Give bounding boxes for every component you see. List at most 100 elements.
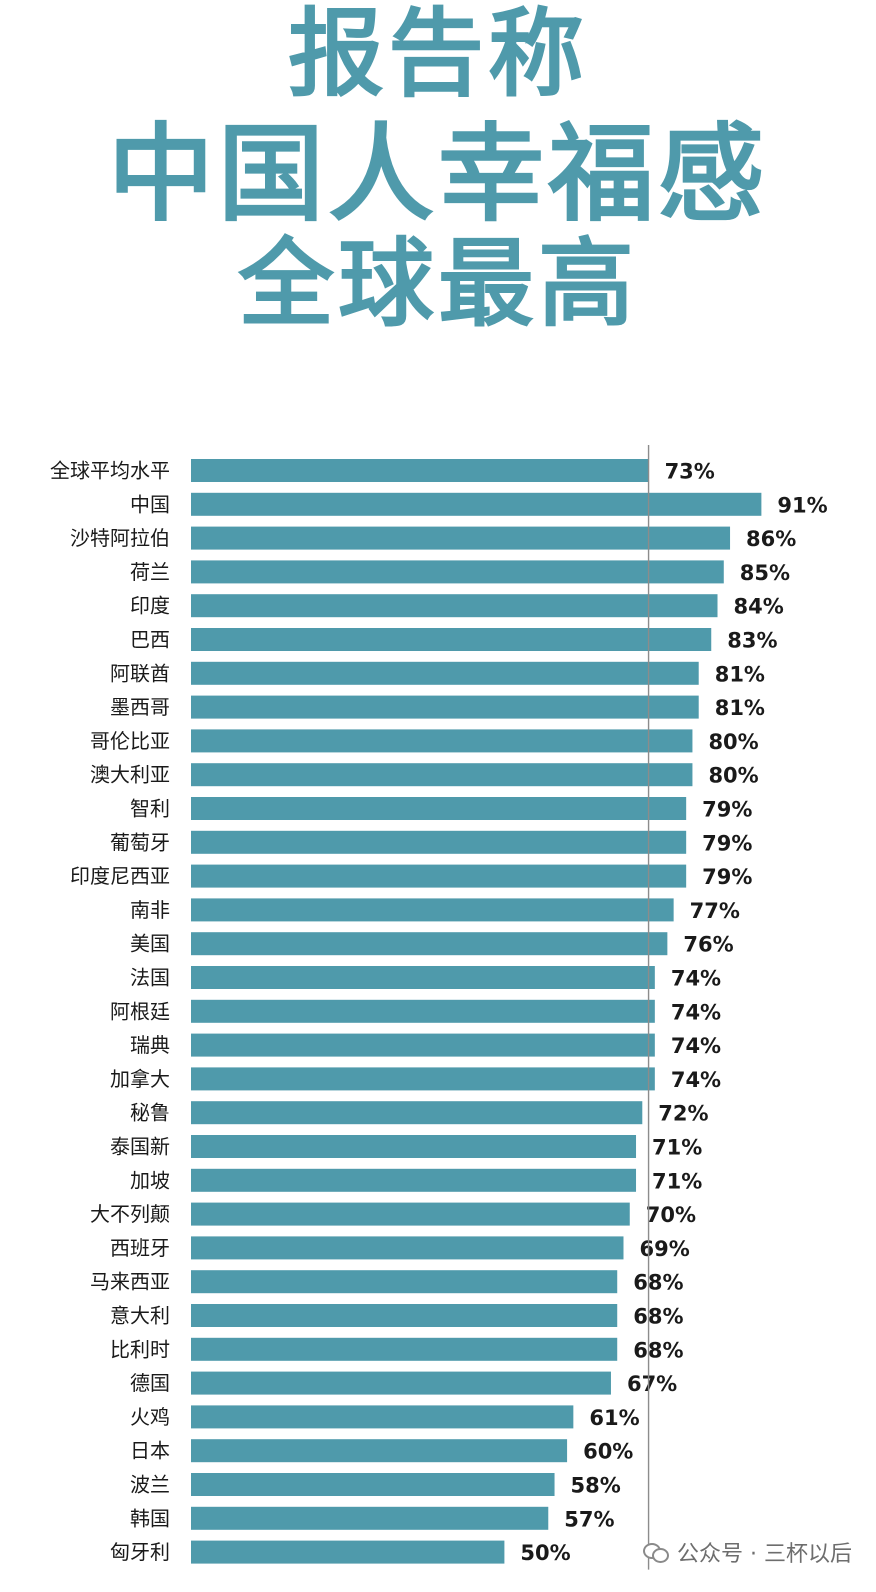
bar-8 [191, 729, 693, 753]
value-label-16: 74% [671, 1000, 721, 1024]
bar-21 [191, 1168, 637, 1192]
bar-32 [191, 1540, 505, 1564]
bar-12 [191, 864, 687, 888]
value-label-5: 83% [727, 629, 777, 653]
bar-9 [191, 763, 693, 787]
value-label-20: 71% [652, 1136, 702, 1160]
bar-4 [191, 594, 718, 618]
category-label-25: 意大利 [110, 1304, 170, 1328]
category-label-31: 韩国 [130, 1506, 170, 1530]
bar-29 [191, 1439, 568, 1463]
value-label-4: 84% [734, 595, 784, 619]
bar-26 [191, 1337, 618, 1361]
bar-25 [191, 1304, 618, 1327]
bar-5 [191, 628, 712, 651]
value-label-27: 67% [627, 1372, 677, 1396]
value-label-32: 50% [520, 1541, 570, 1565]
category-label-1: 中国 [130, 492, 170, 516]
bar-18 [191, 1067, 655, 1091]
category-label-5: 巴西 [130, 628, 170, 652]
category-label-24: 马来西亚 [90, 1270, 170, 1294]
category-label-21: 加坡 [130, 1168, 170, 1192]
value-label-11: 79% [702, 831, 752, 855]
wechat-icon [643, 1541, 670, 1563]
category-label-20: 泰国新 [110, 1135, 170, 1159]
category-label-29: 日本 [130, 1439, 170, 1463]
bar-19 [191, 1101, 643, 1125]
category-label-27: 德国 [130, 1371, 170, 1395]
category-label-22: 大不列颠 [90, 1202, 170, 1226]
value-label-13: 77% [690, 899, 740, 923]
category-label-26: 比利时 [110, 1337, 170, 1361]
title-line-3: 全球最高 [238, 228, 638, 340]
value-label-8: 80% [708, 730, 758, 754]
category-label-15: 法国 [130, 966, 170, 990]
value-label-25: 68% [633, 1305, 683, 1329]
category-label-19: 秘鲁 [130, 1101, 170, 1125]
value-label-19: 72% [658, 1102, 708, 1126]
bar-24 [191, 1270, 618, 1294]
value-label-21: 71% [652, 1169, 702, 1193]
value-label-7: 81% [715, 696, 765, 720]
bar-13 [191, 898, 674, 922]
category-label-23: 西班牙 [110, 1236, 170, 1260]
category-label-13: 南非 [130, 898, 170, 922]
category-label-32: 匈牙利 [110, 1540, 170, 1564]
bar-17 [191, 1033, 655, 1057]
bar-15 [191, 966, 655, 989]
bar-1 [191, 492, 762, 516]
category-label-17: 瑞典 [130, 1033, 170, 1057]
bar-22 [191, 1202, 630, 1226]
value-label-29: 60% [583, 1440, 633, 1464]
category-label-3: 荷兰 [130, 560, 170, 584]
category-label-6: 阿联酋 [110, 661, 170, 685]
category-label-8: 哥伦比亚 [90, 729, 170, 753]
value-label-23: 69% [639, 1237, 689, 1261]
value-label-2: 86% [746, 527, 796, 551]
bar-2 [191, 526, 731, 550]
category-label-11: 葡萄牙 [110, 830, 170, 854]
value-label-0: 73% [665, 460, 715, 484]
bar-30 [191, 1473, 555, 1496]
bar-28 [191, 1405, 574, 1429]
bar-11 [191, 830, 687, 854]
bar-23 [191, 1236, 624, 1260]
value-label-3: 85% [740, 561, 790, 585]
bar-16 [191, 999, 655, 1023]
title-line-2: 中国人幸福感 [108, 113, 768, 236]
category-label-12: 印度尼西亚 [70, 864, 170, 888]
value-label-24: 68% [633, 1271, 683, 1295]
value-label-9: 80% [708, 764, 758, 788]
category-label-30: 波兰 [130, 1473, 170, 1497]
category-label-4: 印度 [130, 594, 170, 618]
bar-10 [191, 797, 687, 820]
value-label-6: 81% [715, 662, 765, 686]
watermark: 公众号 · 三杯以后 [643, 1536, 852, 1568]
bar-7 [191, 695, 699, 719]
value-label-30: 58% [571, 1474, 621, 1498]
category-label-18: 加拿大 [110, 1067, 170, 1091]
value-label-31: 57% [564, 1507, 614, 1531]
bar-20 [191, 1135, 637, 1158]
bar-31 [191, 1506, 549, 1530]
value-label-18: 74% [671, 1068, 721, 1092]
watermark-text: 公众号 · 三杯以后 [677, 1542, 852, 1567]
value-label-10: 79% [702, 798, 752, 822]
category-label-28: 火鸡 [130, 1405, 170, 1429]
bar-27 [191, 1371, 611, 1395]
bar-14 [191, 932, 668, 956]
bar-6 [191, 661, 699, 685]
category-label-2: 沙特阿拉伯 [70, 526, 170, 550]
value-label-22: 70% [646, 1203, 696, 1227]
category-label-9: 澳大利亚 [90, 763, 170, 787]
category-label-0: 全球平均水平 [50, 459, 170, 483]
value-label-26: 68% [633, 1338, 683, 1362]
value-label-28: 61% [589, 1406, 639, 1430]
value-label-1: 91% [777, 493, 827, 517]
category-label-10: 智利 [130, 797, 170, 821]
value-label-14: 76% [683, 933, 733, 957]
bar-3 [191, 560, 724, 584]
category-label-16: 阿根廷 [110, 999, 170, 1023]
value-label-12: 79% [702, 865, 752, 889]
